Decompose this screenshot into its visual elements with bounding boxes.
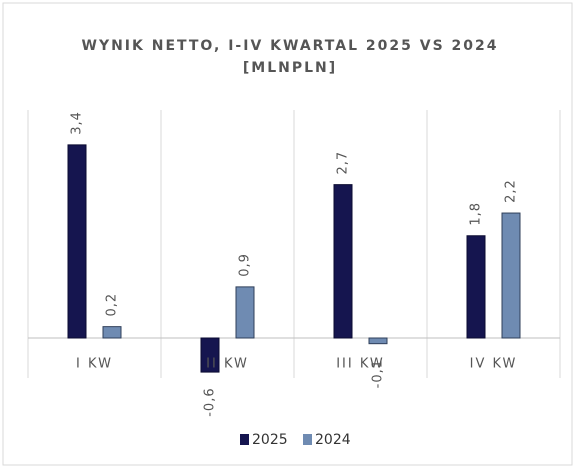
value-label: -0,6 (203, 387, 218, 416)
value-label: 0,2 (105, 293, 120, 317)
value-label: -0,1 (371, 359, 386, 388)
value-label: 1,8 (469, 202, 484, 226)
value-label: 0,9 (238, 253, 253, 277)
bar (501, 212, 521, 339)
bar (333, 184, 353, 339)
legend-label: 2024 (315, 432, 351, 448)
x-tick-label: II KW (206, 357, 249, 372)
bar (368, 337, 388, 345)
legend-label: 2025 (252, 432, 288, 448)
bar (235, 286, 255, 339)
x-tick-label: III KW (336, 357, 385, 372)
bar (102, 326, 122, 339)
bar (466, 235, 486, 339)
x-tick-label: I KW (76, 357, 113, 372)
chart-subtitle: [MLNPLN] (243, 60, 337, 76)
value-label: 2,7 (336, 151, 351, 175)
bar (200, 337, 220, 373)
chart-title: WYNIK NETTO, I-IV KWARTAL 2025 VS 2024 (82, 38, 499, 54)
legend-swatch (240, 434, 249, 445)
value-label: 3,4 (70, 111, 85, 135)
bar (67, 144, 87, 339)
legend-swatch (303, 434, 312, 445)
x-tick-label: IV KW (470, 357, 518, 372)
value-label: 2,2 (504, 179, 519, 203)
